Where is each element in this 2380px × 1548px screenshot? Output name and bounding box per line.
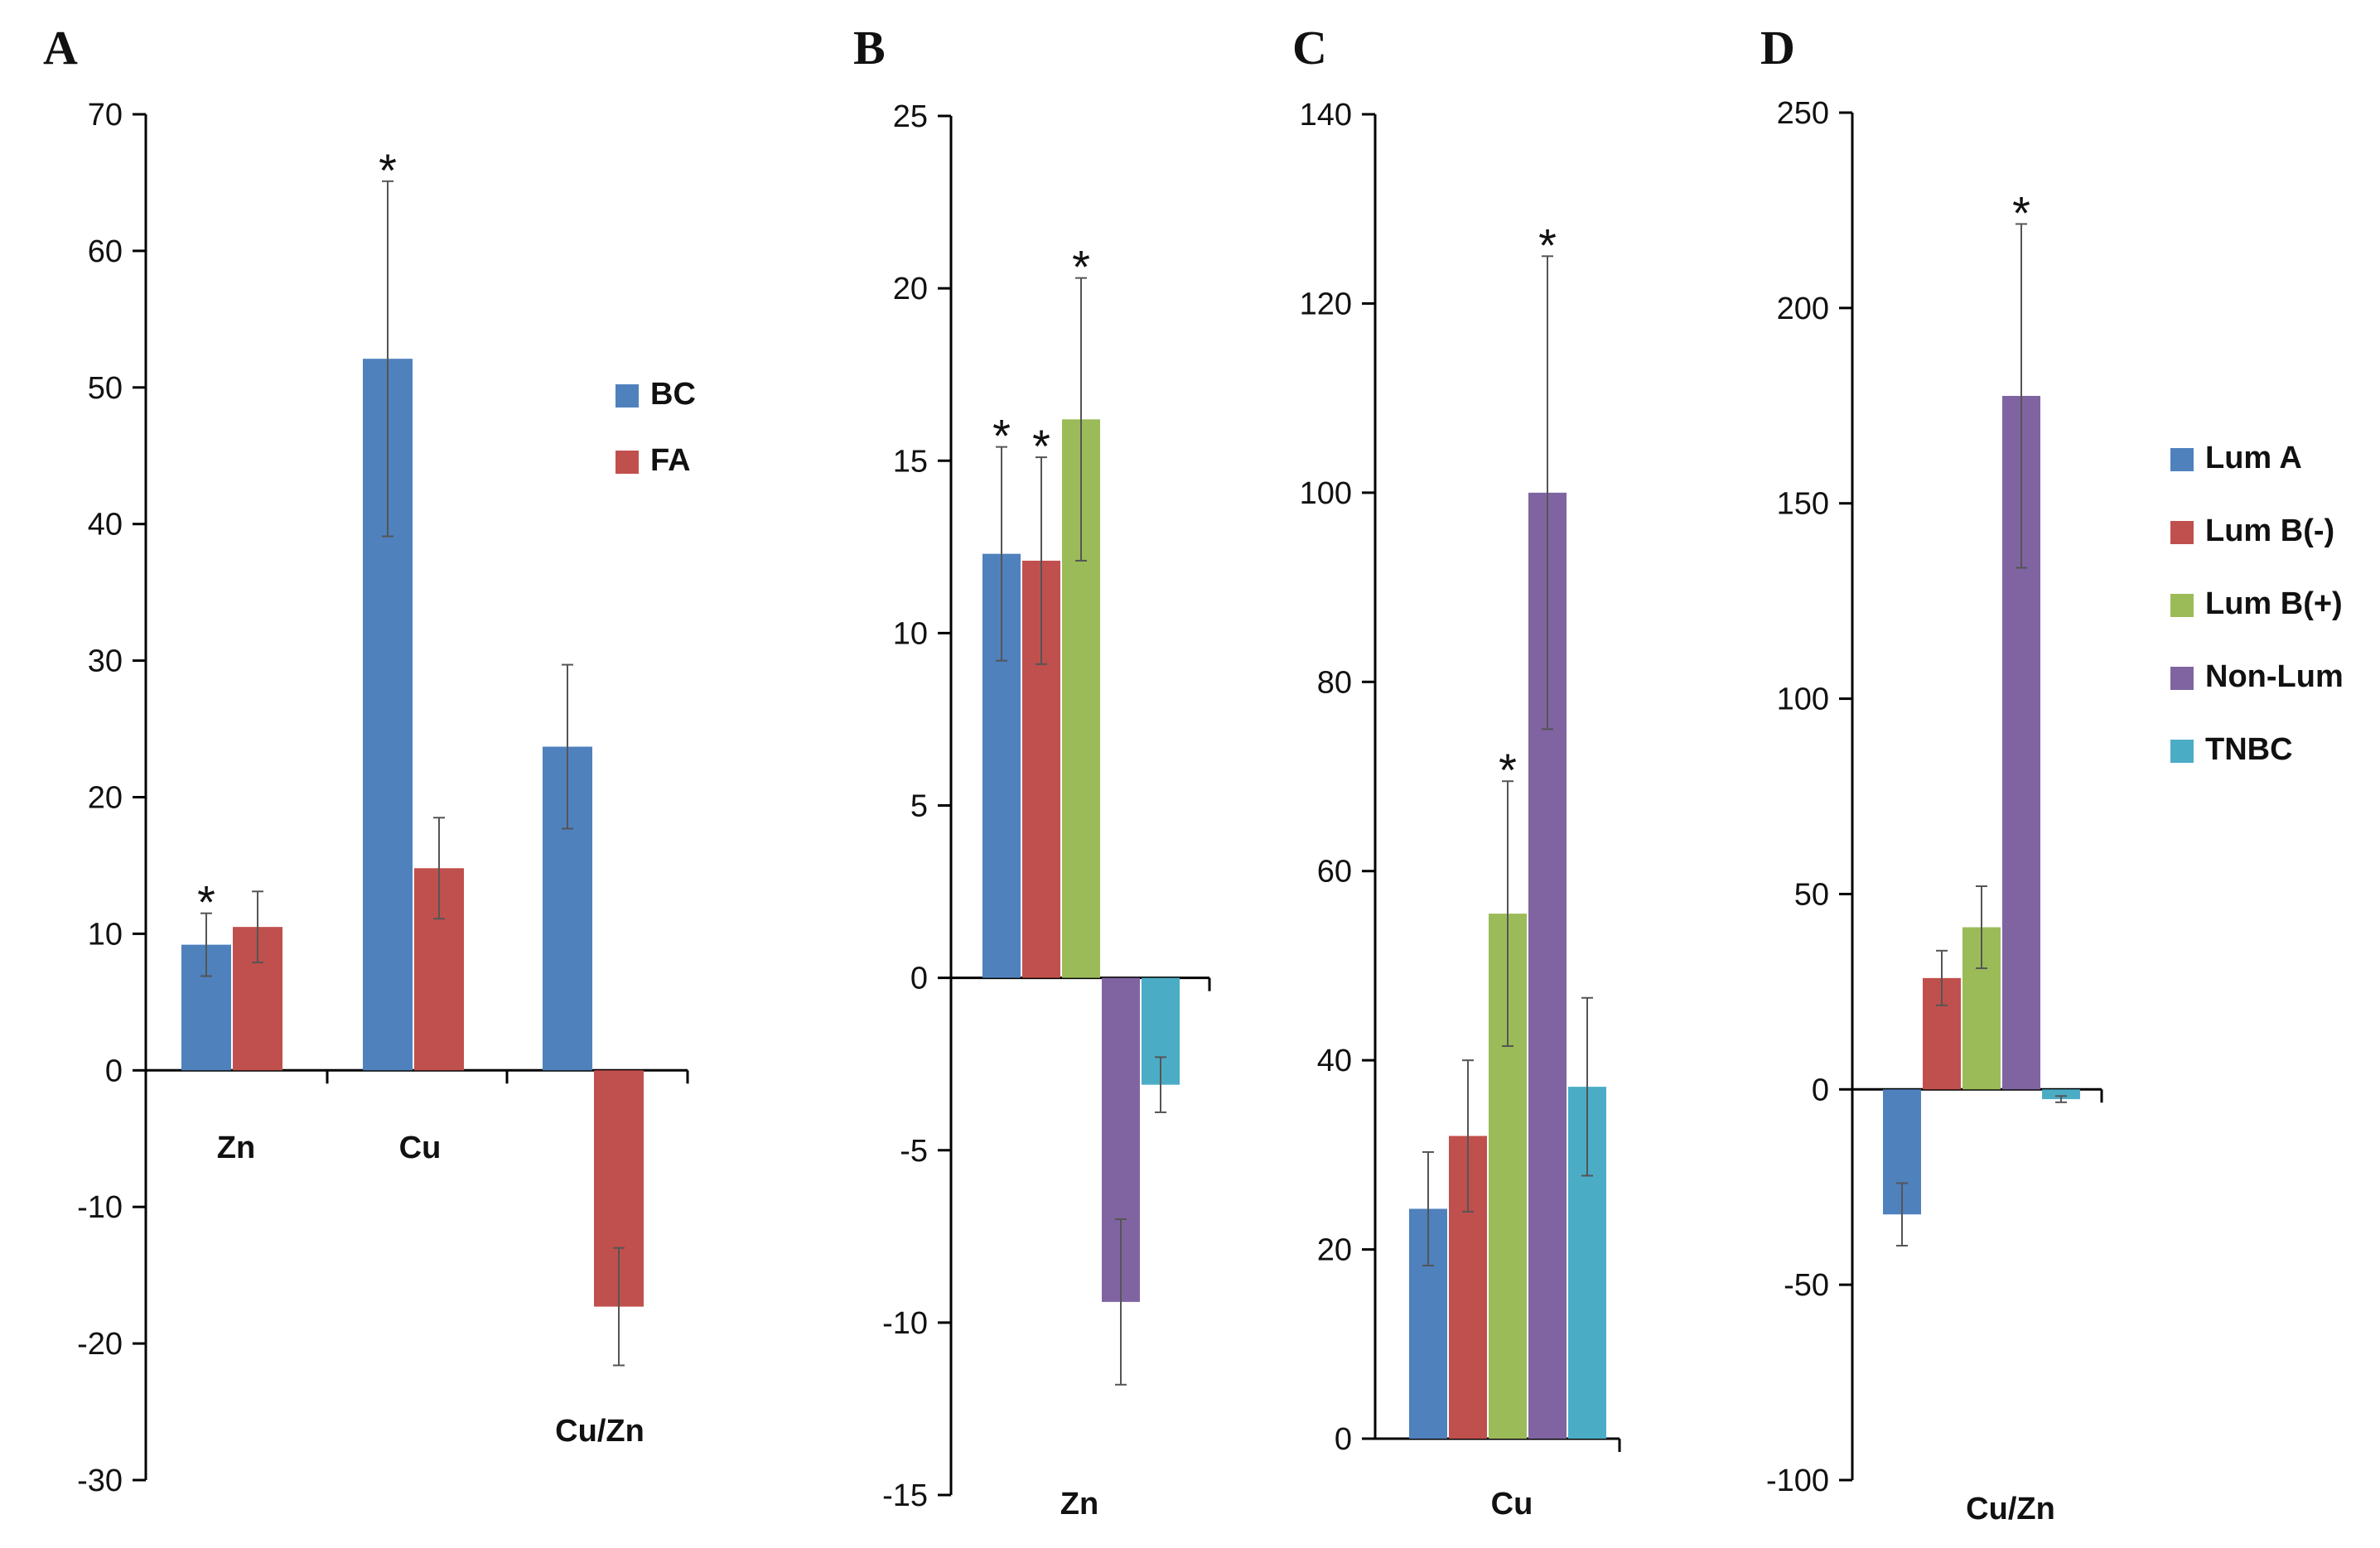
bar-tnbc [2042,1089,2080,1100]
legend-label: TNBC [2205,732,2293,767]
y-tick-label: 150 [1777,487,1829,522]
legend-label: Non-Lum [2205,659,2344,694]
legend-label: Lum A [2205,441,2302,475]
significance-star: * [197,876,215,928]
panel-d-chart: -100 -50 0 50 100 150 200 250 * Cu/Zn Lum A Lum B(-… [1766,96,2344,1526]
y-tick-label: 20 [893,272,928,306]
panel-letter-d: D [1760,21,1795,75]
category-label: Cu [1491,1487,1533,1521]
legend-swatch [2170,594,2194,617]
panel-c-chart: 0 20 40 60 80 100 120 140 * * Cu [1300,98,1621,1521]
y-tick-label: 200 [1777,292,1829,326]
legend-swatch [2170,740,2194,763]
legend: BC FA [616,377,696,478]
y-tick-label: 60 [88,234,123,269]
y-tick-label: 40 [1317,1044,1352,1078]
legend-label: FA [650,443,691,478]
legend-label: Lum B(+) [2205,586,2343,621]
y-tick-label: -10 [882,1306,928,1341]
y-tick-label: 250 [1777,96,1829,131]
y-tick-label: -30 [77,1464,123,1498]
legend-swatch [616,384,639,407]
significance-star: * [2012,186,2030,239]
y-tick-label: 120 [1300,287,1352,321]
legend-label: Lum B(-) [2205,514,2334,548]
y-tick-label: 10 [88,917,123,952]
y-tick-label: 140 [1300,98,1352,133]
y-tick-label: 100 [1777,682,1829,717]
category-label: Zn [217,1131,255,1165]
y-tick-label: 25 [893,99,928,134]
y-tick-label: 15 [893,444,928,479]
category-label: Cu/Zn [1966,1492,2055,1526]
legend-swatch [2170,667,2194,690]
significance-star: * [1032,420,1050,472]
panel-b-chart: -15 -10 -5 0 5 10 15 20 25 * * * Zn [882,99,1211,1521]
panel-a-chart: -30 -20 -10 0 10 20 30 40 50 60 70 * Zn * Cu Cu/Zn BC FA [77,98,696,1498]
category-label: Cu/Zn [555,1414,644,1449]
significance-star: * [1538,219,1557,271]
panel-letter-c: C [1292,21,1327,75]
y-tick-label: -15 [882,1478,928,1513]
y-tick-label: 30 [88,644,123,679]
y-tick-label: -50 [1784,1268,1829,1303]
y-tick-label: 0 [105,1054,123,1088]
panel-letter-b: B [853,21,886,75]
panel-letter-a: A [43,21,78,75]
y-tick-label: 20 [88,781,123,816]
y-tick-label: 0 [910,962,928,996]
legend-swatch [2170,448,2194,471]
y-tick-label: 10 [893,616,928,651]
y-tick-label: 100 [1300,476,1352,511]
legend: Lum A Lum B(-) Lum B(+) Non-Lum TNBC [2170,441,2344,767]
y-tick-label: -20 [77,1327,123,1362]
category-label: Zn [1060,1487,1098,1521]
significance-star: * [1499,744,1517,796]
y-tick-label: 50 [1794,877,1829,912]
y-tick-label: 0 [1812,1073,1829,1107]
significance-star: * [992,410,1011,462]
y-tick-label: 20 [1317,1233,1352,1268]
y-tick-label: -5 [900,1134,928,1169]
legend-label: BC [650,377,696,412]
category-label: Cu [399,1131,442,1165]
legend-swatch [2170,521,2194,544]
significance-star: * [379,144,397,196]
y-tick-label: 60 [1317,855,1352,890]
y-tick-label: 5 [910,789,928,824]
y-tick-label: -10 [77,1190,123,1225]
y-tick-label: 70 [88,98,123,133]
legend-swatch [616,451,639,474]
y-tick-label: -100 [1766,1464,1829,1498]
significance-star: * [1072,241,1090,293]
y-tick-label: 0 [1335,1422,1352,1457]
y-tick-label: 80 [1317,665,1352,700]
y-tick-label: 50 [88,371,123,406]
y-tick-label: 40 [88,508,123,543]
